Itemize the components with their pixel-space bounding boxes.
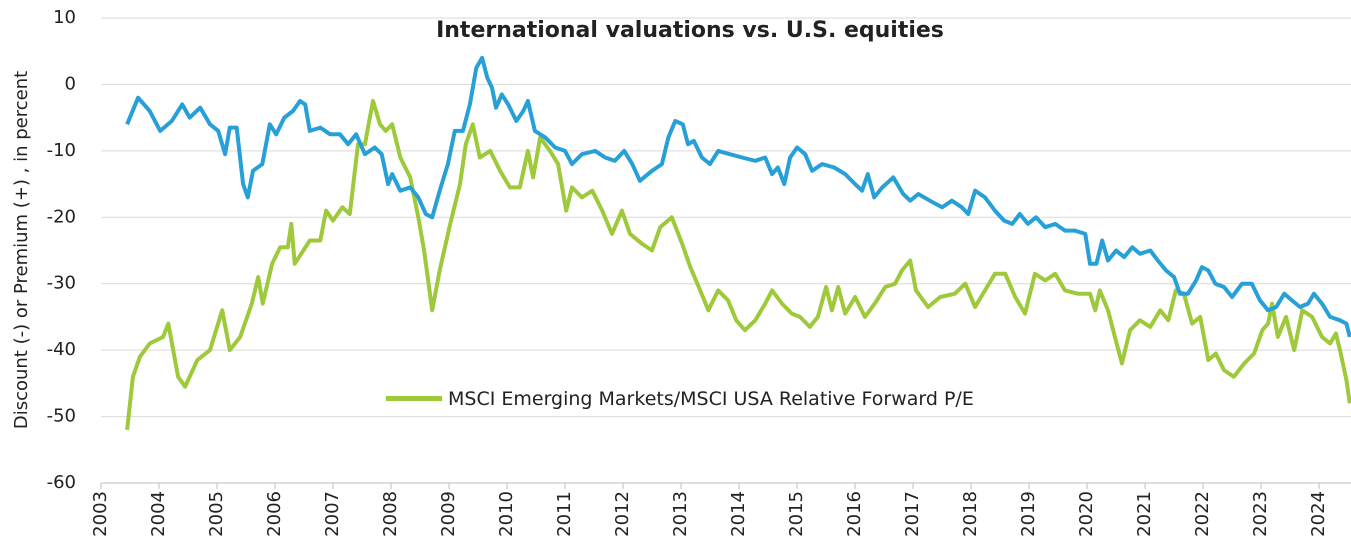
y-tick-label: 0 <box>65 73 76 94</box>
x-tick-label: 2012 <box>612 491 633 537</box>
y-tick-label: -30 <box>47 273 76 294</box>
x-tick-label: 2018 <box>960 491 981 537</box>
x-tick-label: 2007 <box>322 491 343 537</box>
x-tick-label: 2020 <box>1076 491 1097 537</box>
legend: MSCI Emerging Markets/MSCI USA Relative … <box>386 386 986 412</box>
legend-label: MSCI Emerging Markets/MSCI USA Relative … <box>448 388 974 410</box>
x-tick-label: 2011 <box>554 491 575 537</box>
x-tick-label: 2017 <box>902 491 923 537</box>
y-tick-label: -60 <box>47 472 76 493</box>
x-tick-label: 2009 <box>438 491 459 537</box>
series-line <box>125 99 1351 431</box>
x-tick-label: 2010 <box>496 491 517 537</box>
x-tick-label: 2008 <box>380 491 401 537</box>
x-tick-label: 2015 <box>786 491 807 537</box>
legend-swatch <box>386 396 442 401</box>
y-tick-label: -50 <box>47 406 76 427</box>
x-tick-label: 2014 <box>728 491 749 537</box>
y-tick-label: -20 <box>47 206 76 227</box>
y-tick-label: -40 <box>47 339 76 360</box>
x-tick-label: 2019 <box>1018 491 1039 537</box>
chart-title: International valuations vs. U.S. equiti… <box>436 18 944 43</box>
y-tick-label: 10 <box>53 7 76 28</box>
x-tick-label: 2006 <box>264 491 285 537</box>
x-tick-label: 2016 <box>844 491 865 537</box>
y-axis-title: Discount (-) or Premium (+) , in percent <box>11 71 32 429</box>
x-tick-label: 2013 <box>670 491 691 537</box>
series-line <box>125 55 1351 338</box>
x-tick-label: 2005 <box>206 491 227 537</box>
x-tick-label: 2021 <box>1134 491 1155 537</box>
y-tick-label: -10 <box>47 140 76 161</box>
x-tick-label: 2023 <box>1250 491 1271 537</box>
x-tick-label: 2024 <box>1308 491 1329 537</box>
x-tick-label: 2003 <box>90 491 111 537</box>
x-tick-label: 2022 <box>1192 491 1213 537</box>
x-tick-label: 2004 <box>148 491 169 537</box>
